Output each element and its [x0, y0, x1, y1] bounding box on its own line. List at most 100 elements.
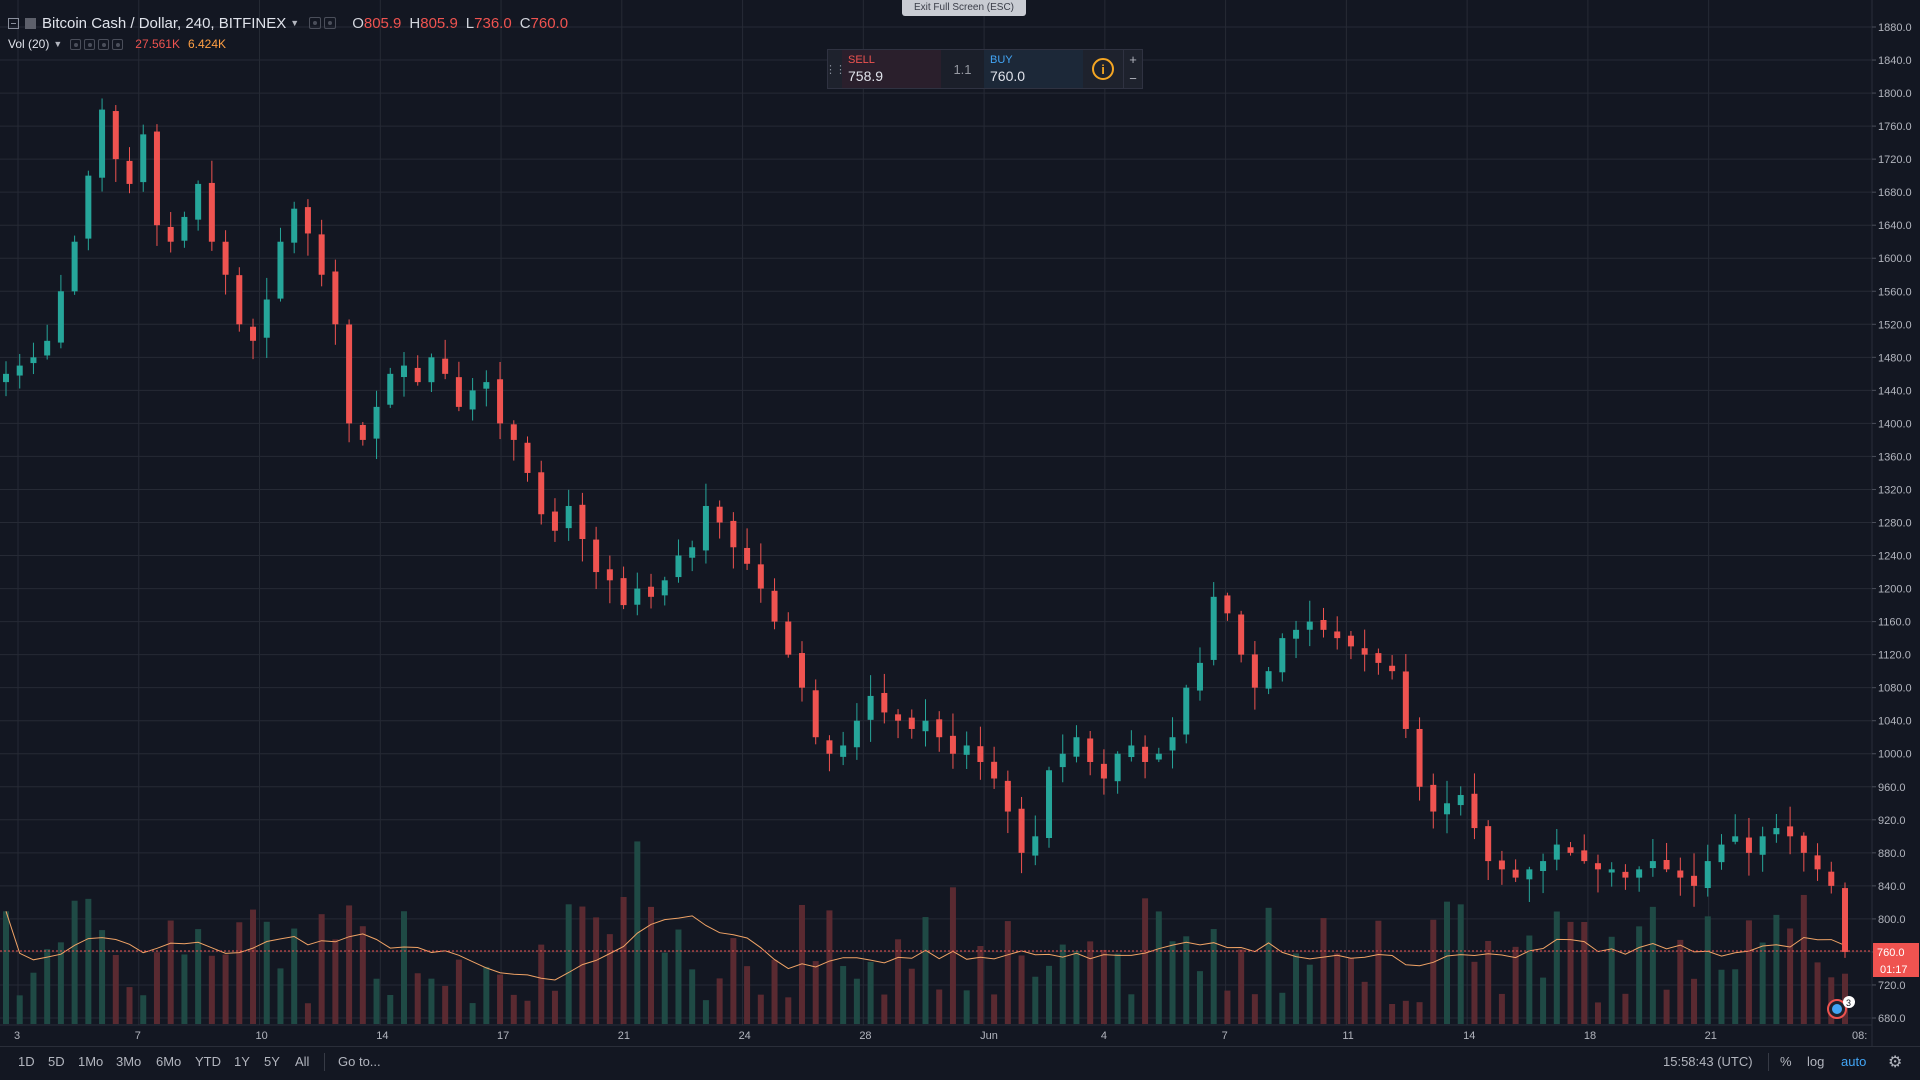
volume-bar — [1526, 935, 1533, 1024]
volume-bar — [318, 914, 325, 1024]
time-tick-label: 08: — [1852, 1030, 1867, 1042]
log-scale-button[interactable]: log — [1807, 1054, 1825, 1069]
buy-button[interactable]: BUY 760.0 — [984, 50, 1083, 88]
range-ytd-button[interactable]: YTD — [195, 1054, 221, 1069]
candle-body — [373, 406, 380, 439]
candle-body — [1183, 687, 1190, 735]
range-1d-button[interactable]: 1D — [18, 1054, 35, 1069]
ohlc-open: O805.9 — [344, 15, 401, 32]
volume-bar — [250, 909, 257, 1024]
info-button[interactable]: i — [1083, 50, 1123, 88]
range-5y-button[interactable]: 5Y — [264, 1054, 280, 1069]
candle-body — [1128, 745, 1135, 758]
candle-body — [1581, 850, 1588, 862]
buy-price: 760.0 — [990, 68, 1026, 84]
volume-bar — [112, 954, 119, 1024]
candle-body — [1306, 621, 1313, 630]
candle-body — [332, 271, 339, 325]
volume-bar — [71, 900, 78, 1024]
candle-body — [785, 621, 792, 655]
volume-bar — [222, 954, 229, 1024]
ohlc-high-value: 805.9 — [420, 14, 458, 32]
range-5d-button[interactable]: 5D — [48, 1054, 65, 1069]
candle-body — [593, 539, 600, 573]
candle-body — [99, 109, 106, 178]
volume-bar — [236, 922, 243, 1024]
volume-bar — [1018, 955, 1025, 1024]
increase-button[interactable]: + — [1129, 52, 1137, 67]
volume-bar — [332, 939, 339, 1024]
legend-actions — [309, 17, 337, 29]
volume-bar — [579, 906, 586, 1024]
toolbar-divider — [1768, 1053, 1769, 1071]
volume-caret-down-icon[interactable]: ▼ — [53, 39, 63, 49]
volume-bar — [291, 928, 298, 1024]
symbol-square-icon — [25, 17, 36, 29]
volume-settings-icon[interactable] — [84, 38, 96, 50]
gear-icon[interactable]: ⚙ — [1888, 1054, 1903, 1071]
candle-body — [1196, 662, 1203, 691]
percent-scale-button[interactable]: % — [1780, 1054, 1792, 1069]
eye-icon[interactable] — [70, 38, 82, 50]
volume-bar — [963, 990, 970, 1024]
last-price-tag: 760.0 01:17 — [1873, 943, 1919, 977]
remove-icon[interactable] — [112, 38, 124, 50]
price-tick-label: 1480.0 — [1878, 352, 1912, 364]
drag-handle-icon[interactable]: ⋮⋮ — [825, 63, 846, 76]
candle-body — [1334, 631, 1341, 639]
candle-body — [977, 746, 984, 762]
range-3mo-button[interactable]: 3Mo — [116, 1054, 142, 1069]
goto-date-button[interactable]: Go to... — [338, 1054, 381, 1069]
source-icon[interactable] — [324, 17, 337, 29]
volume-bar — [771, 959, 778, 1024]
candle-body — [606, 569, 613, 581]
trading-panel: ⋮⋮ SELL 758.9 1.1 BUY 760.0 i + − — [825, 49, 1143, 89]
event-badge[interactable]: 3 — [1827, 996, 1855, 1019]
range-1y-button[interactable]: 1Y — [234, 1054, 250, 1069]
time-axis: 3 7 10 14 17 21 24 28 Jun 4 7 11 14 18 21 08: — [14, 1030, 1867, 1042]
candle-body — [359, 424, 366, 440]
candle-body — [771, 590, 778, 622]
price-tick-label: 800.0 — [1878, 914, 1906, 926]
volume-bar — [620, 896, 627, 1024]
volume-bar — [181, 954, 188, 1024]
candle-body — [442, 358, 449, 374]
sell-button[interactable]: SELL 758.9 — [842, 50, 941, 88]
time-tick-label: 11 — [1342, 1030, 1353, 1042]
last-price-label: 760.0 — [1877, 947, 1905, 959]
volume-bar — [1622, 993, 1629, 1024]
volume-bar — [1155, 911, 1162, 1024]
candle-body — [648, 586, 655, 597]
volume-bar — [1814, 962, 1821, 1024]
add-icon[interactable] — [98, 38, 110, 50]
candle-body — [1842, 888, 1848, 952]
price-tick-label: 960.0 — [1878, 782, 1906, 794]
volume-bar — [1457, 904, 1464, 1024]
caret-down-icon[interactable]: ▼ — [290, 18, 300, 28]
exit-fullscreen-button[interactable]: Exit Full Screen (ESC) — [902, 0, 1026, 16]
settings-icon[interactable] — [309, 17, 322, 29]
candle-body — [85, 175, 92, 239]
candle-body — [1210, 596, 1217, 660]
range-all-button[interactable]: All — [295, 1054, 310, 1069]
decrease-button[interactable]: − — [1129, 71, 1137, 86]
candle-body — [3, 373, 9, 383]
range-1mo-button[interactable]: 1Mo — [78, 1054, 104, 1069]
volume-bar — [1224, 990, 1231, 1024]
volume-indicator-name[interactable]: Vol (20) — [8, 37, 50, 51]
volume-bar — [1183, 936, 1190, 1024]
symbol-title[interactable]: Bitcoin Cash / Dollar, 240, BITFINEX — [42, 14, 287, 32]
utc-clock[interactable]: 15:58:43 (UTC) — [1663, 1054, 1753, 1069]
volume-bar — [1238, 949, 1245, 1024]
candle-body — [71, 241, 78, 292]
candle-body — [195, 183, 202, 220]
ohlc-low-key: L — [465, 14, 475, 32]
price-tick-label: 1720.0 — [1878, 154, 1912, 166]
info-icon: i — [1092, 58, 1114, 80]
candle-body — [1594, 863, 1601, 870]
auto-scale-button[interactable]: auto — [1841, 1054, 1867, 1069]
collapse-legend-icon[interactable] — [8, 17, 19, 29]
range-6mo-button[interactable]: 6Mo — [156, 1054, 182, 1069]
price-tick-label: 1360.0 — [1878, 451, 1912, 463]
